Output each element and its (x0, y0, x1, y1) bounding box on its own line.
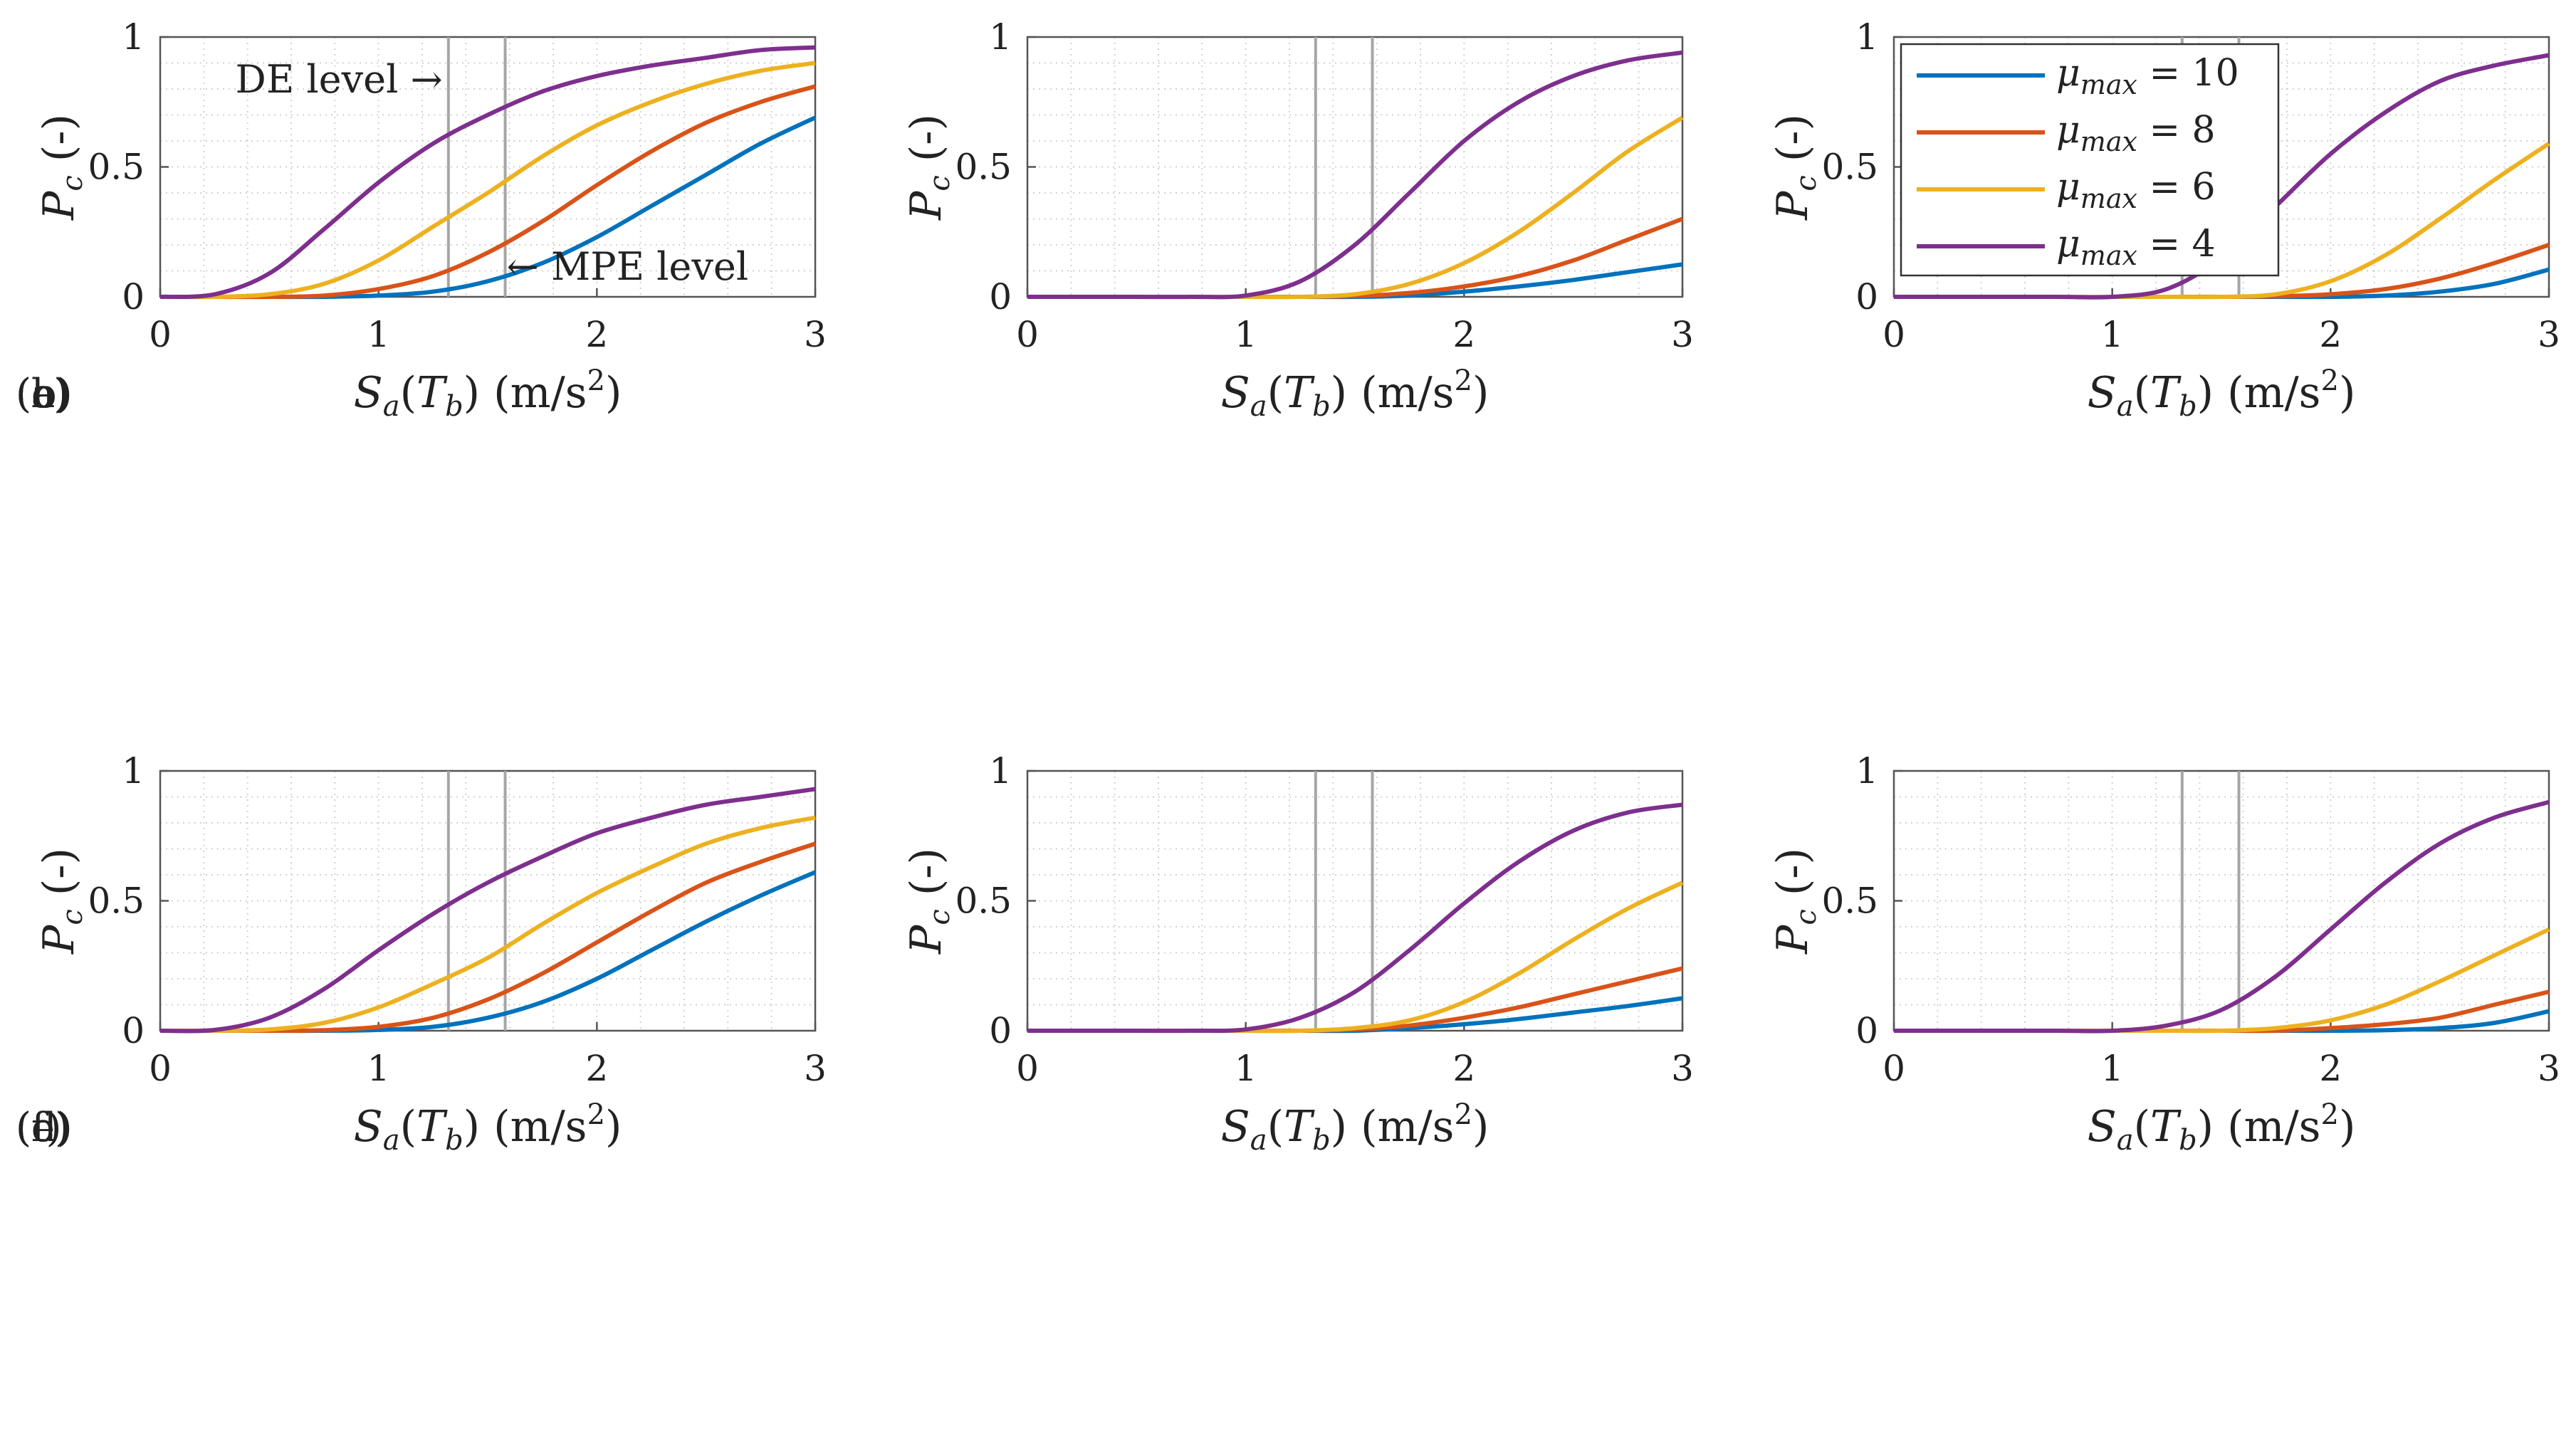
series-line-mu-max-10 (1027, 262, 1683, 300)
y-tick-label: 0.5 (955, 881, 1012, 922)
panel-label-c: (c) (16, 371, 69, 417)
y-tick-label: 0 (1855, 1010, 1878, 1051)
series-line-mu-max-8 (159, 84, 816, 300)
legend: μmax = 10 μmax = 8 μmax = 6 μmax = 4 (1900, 43, 2280, 277)
y-tick-label: 0 (1855, 276, 1878, 317)
y-axis-label: Pc (-) (1768, 114, 1823, 221)
y-tick-label: 0.5 (955, 147, 1012, 188)
panel-label-d: (d) (16, 1105, 73, 1151)
x-tick-label: 2 (585, 314, 608, 355)
y-axis-label: Pc (-) (1768, 848, 1823, 955)
subplot-d: 0 1 2 3 0 0.5 1 Sa(Tb) (m/s2) Pc (-) (d) (16, 750, 827, 1157)
y-tick-label: 0 (122, 276, 145, 317)
x-tick-label: 2 (2319, 1048, 2342, 1089)
series-line-mu-max-4 (1027, 802, 1683, 1034)
subplot-b: 0 1 2 3 0 0.5 1 Sa(Tb) (m/s2) Pc (-) (b) (16, 16, 1694, 423)
x-tick-label: 2 (1452, 314, 1475, 355)
series-line-mu-max-6 (159, 815, 816, 1034)
subplot-e: 0 1 2 3 0 0.5 1 Sa(Tb) (m/s2) Pc (-) (e) (16, 750, 1694, 1157)
panel-label-f: (f) (16, 1105, 61, 1151)
x-axis-label: Sa(Tb) (m/s2) (2088, 364, 2356, 423)
series-line-mu-max-4 (159, 45, 816, 300)
grid-d (160, 771, 815, 1031)
x-tick-label: 3 (1671, 1048, 1694, 1089)
x-axis-label: Sa(Tb) (m/s2) (2088, 1098, 2356, 1157)
x-axis-label: Sa(Tb) (m/s2) (1221, 1098, 1489, 1157)
x-tick-label: 0 (1883, 1048, 1905, 1089)
panel-label-a: (a) (16, 371, 70, 417)
series-line-mu-max-10 (159, 870, 817, 1034)
subplot-a: 0 1 2 3 0 0.5 1 Sa(Tb) (m/s2) Pc (-) (a) DE level … (16, 16, 827, 423)
y-tick-label: 1 (1855, 750, 1878, 792)
y-tick-label: 1 (989, 16, 1012, 58)
series-line-mu-max-8 (1027, 216, 1684, 300)
subplot-c: 0 1 2 3 0 0.5 1 Sa(Tb) (m/s2) Pc (-) (c) μmax = 10… (16, 16, 2560, 423)
x-tick-label: 0 (149, 1048, 172, 1089)
y-tick-label: 1 (122, 750, 145, 792)
y-axis-label: Pc (-) (901, 848, 956, 955)
mpe-level-annotation: ← MPE level (507, 244, 749, 289)
y-axis-label: Pc (-) (34, 848, 89, 955)
y-tick-label: 1 (122, 16, 145, 58)
x-axis-label: Sa(Tb) (m/s2) (354, 364, 622, 423)
x-tick-label: 1 (367, 1048, 390, 1089)
legend-entry: μmax = 8 (2056, 109, 2216, 157)
x-tick-label: 1 (1235, 314, 1257, 355)
x-axis-label: Sa(Tb) (m/s2) (354, 1098, 622, 1157)
legend-entry: μmax = 10 (2056, 52, 2239, 100)
de-level-annotation: DE level → (236, 57, 443, 102)
y-tick-label: 0.5 (88, 881, 145, 922)
grid-f (1894, 771, 2549, 1031)
series-line-mu-max-4 (159, 787, 816, 1034)
x-tick-label: 0 (1016, 314, 1039, 355)
x-axis-label: Sa(Tb) (m/s2) (1221, 364, 1489, 423)
y-tick-label: 0.5 (1821, 881, 1878, 922)
grid-a (160, 37, 815, 297)
series-line-mu-max-6 (159, 61, 816, 300)
series-line-mu-max-4 (1027, 50, 1683, 300)
x-tick-label: 1 (1235, 1048, 1257, 1089)
panel-label-b: (b) (16, 371, 73, 417)
x-tick-label: 1 (2101, 314, 2124, 355)
panel-label-e: (e) (16, 1105, 70, 1151)
series-line-mu-max-8 (159, 841, 816, 1034)
x-tick-label: 2 (585, 1048, 608, 1089)
subplot-f: 0 1 2 3 0 0.5 1 Sa(Tb) (m/s2) Pc (-) (f) (16, 750, 2560, 1157)
y-axis-label: Pc (-) (901, 114, 956, 221)
y-tick-label: 0 (989, 276, 1012, 317)
y-tick-label: 0.5 (1821, 147, 1878, 188)
x-tick-label: 3 (1671, 314, 1694, 355)
y-axis-label: Pc (-) (34, 114, 89, 221)
grid-b (1027, 37, 1682, 297)
y-tick-label: 0.5 (88, 147, 145, 188)
x-tick-label: 0 (1016, 1048, 1039, 1089)
x-tick-label: 2 (2319, 314, 2342, 355)
y-tick-label: 0 (989, 1010, 1012, 1051)
y-tick-label: 1 (1855, 16, 1878, 58)
x-tick-label: 3 (2538, 1048, 2560, 1089)
x-tick-label: 3 (804, 314, 827, 355)
legend-entry: μmax = 4 (2056, 223, 2216, 271)
y-tick-label: 1 (989, 750, 1012, 792)
x-tick-label: 0 (1883, 314, 1905, 355)
x-tick-label: 2 (1452, 1048, 1475, 1089)
x-tick-label: 1 (367, 314, 390, 355)
x-tick-label: 1 (2101, 1048, 2124, 1089)
legend-box (1900, 43, 2280, 277)
x-tick-label: 3 (2538, 314, 2560, 355)
series-line-mu-max-8 (1027, 966, 1683, 1034)
series-line-mu-max-6 (1027, 115, 1684, 300)
y-tick-label: 0 (122, 1010, 145, 1051)
x-tick-label: 3 (804, 1048, 827, 1089)
x-tick-label: 0 (149, 314, 172, 355)
legend-entry: μmax = 6 (2056, 166, 2216, 214)
series-line-mu-max-6 (1027, 881, 1684, 1034)
series-line-mu-max-4 (1893, 799, 2550, 1034)
